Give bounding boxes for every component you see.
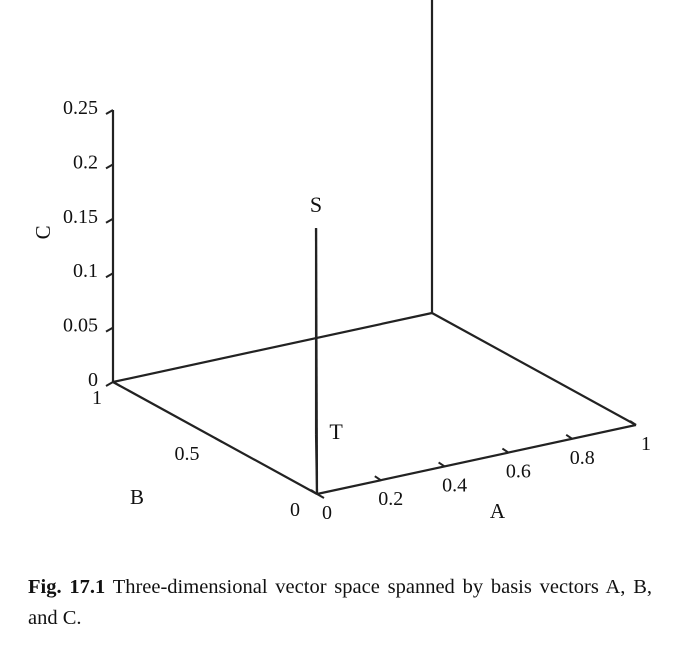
tick-a <box>629 420 637 426</box>
tick-label-c: 0.2 <box>73 151 98 173</box>
tick-label-a: 0.4 <box>442 474 467 496</box>
tick-label-b: 0.5 <box>175 443 200 465</box>
axis-labels: A B C <box>31 225 506 523</box>
vector-segment <box>314 434 319 495</box>
tick-c <box>105 163 114 170</box>
tick-label-b: 0 <box>290 499 300 521</box>
tick-c <box>105 326 114 333</box>
floor-edge-back-left <box>112 311 433 384</box>
tick-marks <box>105 109 637 499</box>
point-labels: ST <box>310 192 343 444</box>
tick-c <box>105 272 114 279</box>
axis-box <box>111 0 637 496</box>
tick-label-c: 0.05 <box>63 315 98 337</box>
tick-label-a: 0 <box>322 502 332 524</box>
axis-label-a: A <box>490 499 506 523</box>
axis-label-b: B <box>130 485 144 509</box>
floor-edge-back-right <box>431 312 637 426</box>
tick-c <box>105 109 114 115</box>
tick-label-a: 0.8 <box>570 447 595 469</box>
point-label: T <box>329 419 343 444</box>
vector-lines <box>314 228 319 495</box>
tick-c <box>105 381 114 387</box>
tick-label-b: 1 <box>92 387 102 409</box>
tick-a <box>501 447 509 454</box>
tick-a <box>374 475 382 482</box>
tick-label-a: 0.2 <box>378 488 403 510</box>
floor-edge-a <box>316 423 637 496</box>
tick-label-c: 0.15 <box>63 206 98 228</box>
tick-label-a: 0.6 <box>506 461 531 483</box>
tick-a <box>438 461 446 468</box>
tick-label-c: 0 <box>88 369 98 391</box>
figure-caption: Fig. 17.1 Three-dimensional vector space… <box>28 572 652 634</box>
tick-b <box>112 381 121 387</box>
point-label: S <box>310 192 322 217</box>
caption-text: Three-dimensional vector space spanned b… <box>28 576 653 629</box>
caption-label: Fig. 17.1 <box>28 576 106 598</box>
tick-c <box>105 217 114 224</box>
tick-label-a: 1 <box>641 433 651 455</box>
tick-label-c: 0.1 <box>73 260 98 282</box>
tick-b <box>214 437 223 443</box>
tick-label-c: 0.25 <box>63 97 98 119</box>
tick-a <box>565 433 573 440</box>
axis-label-c: C <box>31 225 55 239</box>
tick-b <box>316 493 325 499</box>
